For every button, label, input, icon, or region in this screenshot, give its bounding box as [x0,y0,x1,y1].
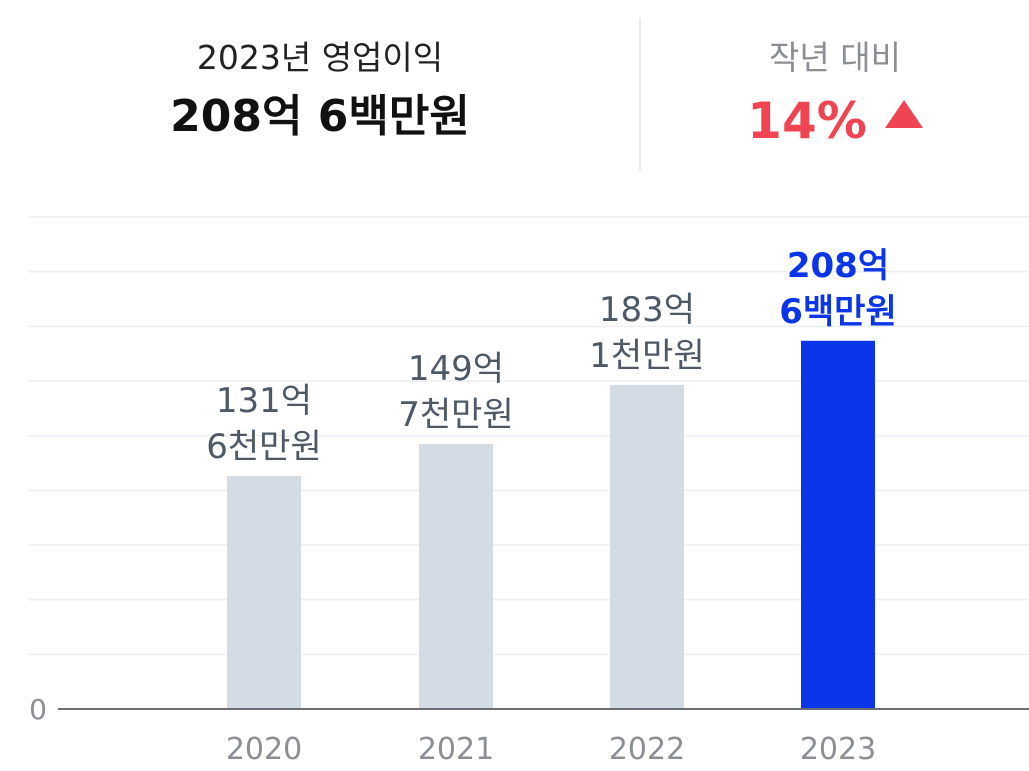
chart-bars [227,340,875,709]
summary-right: 작년 대비 14% [641,30,1029,156]
summary-panel: 2023년 영업이익 208억 6백만원 작년 대비 14% [0,0,1029,180]
summary-value: 208억 6백만원 [170,91,470,142]
bar-2021 [419,444,493,709]
value-label-2022: 183억 [599,290,695,330]
bar-2022 [610,384,684,709]
value-label-2020: 6천만원 [206,427,321,467]
chart-axis: 0 2020 2021 2022 2023 [29,693,1029,767]
change-value: 14% [747,92,867,150]
change-label: 작년 대비 [769,38,901,77]
value-label-2021: 149억 [408,349,504,389]
x-tick-label-2022: 2022 [609,732,685,767]
bar-2023 [801,340,875,709]
summary-divider [639,18,641,170]
value-label-2022: 1천만원 [589,336,704,376]
y-tick-label: 0 [29,693,47,726]
change-indicator: 14% [641,86,1029,156]
value-label-2023: 6백만원 [779,292,897,332]
chart-value-labels: 131억 6천만원 149억 7천만원 183억 1천만원 208억 6백만원 [206,246,896,467]
value-label-2020: 131억 [216,381,312,421]
up-arrow-icon [884,100,923,128]
x-tick-label-2023: 2023 [800,732,876,767]
bar-chart: 131억 6천만원 149억 7천만원 183억 1천만원 208억 6백만원 0 2020 20… [28,216,1029,767]
x-tick-label-2021: 2021 [418,732,494,767]
bar-2020 [227,476,301,709]
value-label-2021: 7천만원 [398,395,513,435]
summary-left: 2023년 영업이익 208억 6백만원 [0,30,640,148]
x-tick-label-2020: 2020 [226,732,302,767]
summary-title: 2023년 영업이익 [196,38,444,77]
value-label-2023: 208억 [787,246,889,286]
